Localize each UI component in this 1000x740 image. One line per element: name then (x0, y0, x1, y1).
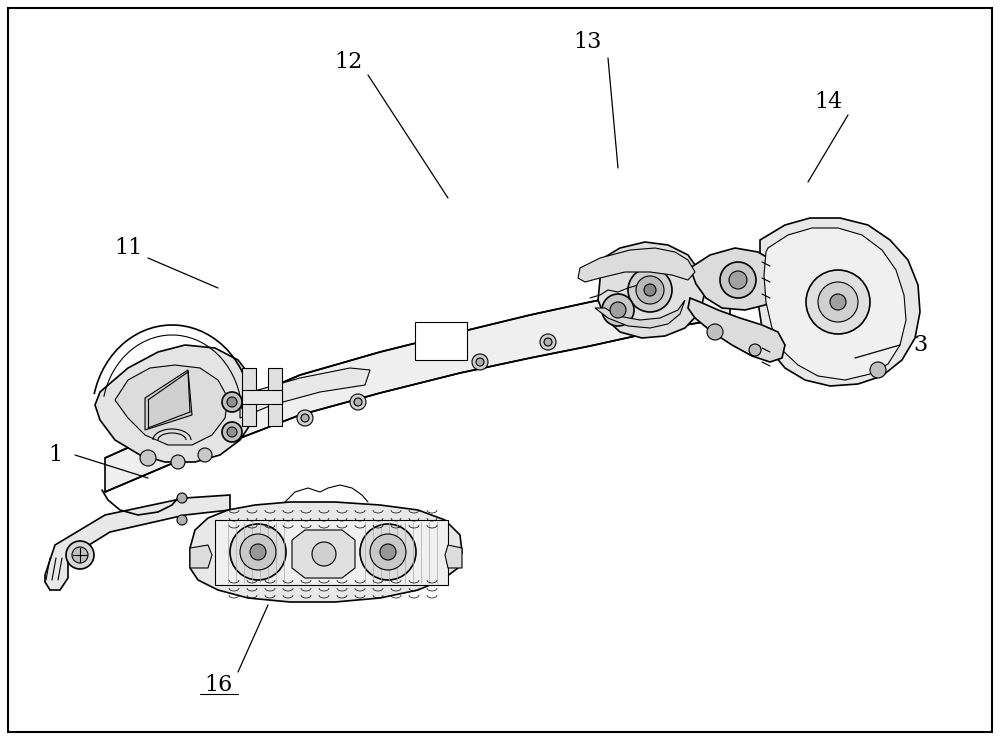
Polygon shape (45, 495, 230, 590)
Polygon shape (598, 242, 705, 338)
Polygon shape (95, 345, 255, 462)
Circle shape (360, 524, 416, 580)
Text: 12: 12 (334, 51, 362, 73)
Circle shape (171, 455, 185, 469)
Bar (415, 322, 467, 360)
Circle shape (297, 410, 313, 426)
Bar (242, 390, 282, 404)
Polygon shape (190, 502, 462, 602)
Circle shape (72, 547, 88, 563)
Circle shape (230, 524, 286, 580)
Circle shape (806, 270, 870, 334)
Circle shape (222, 392, 242, 412)
Polygon shape (595, 300, 685, 328)
Circle shape (177, 493, 187, 503)
Circle shape (250, 544, 266, 560)
Circle shape (749, 344, 761, 356)
Polygon shape (758, 218, 920, 386)
Polygon shape (578, 248, 695, 282)
Circle shape (729, 271, 747, 289)
Circle shape (312, 542, 336, 566)
Circle shape (380, 544, 396, 560)
Polygon shape (688, 298, 785, 362)
Circle shape (628, 268, 672, 312)
Text: 16: 16 (204, 674, 232, 696)
Circle shape (720, 262, 756, 298)
Circle shape (472, 354, 488, 370)
Polygon shape (215, 520, 448, 585)
Text: 14: 14 (814, 91, 842, 113)
Polygon shape (115, 365, 228, 445)
Polygon shape (764, 228, 906, 380)
Text: 1: 1 (48, 444, 62, 466)
Circle shape (540, 334, 556, 350)
Polygon shape (292, 530, 355, 578)
Polygon shape (145, 370, 192, 430)
Circle shape (818, 282, 858, 322)
Circle shape (636, 276, 664, 304)
Circle shape (198, 448, 212, 462)
Polygon shape (445, 545, 462, 568)
Circle shape (644, 284, 656, 296)
Circle shape (66, 541, 94, 569)
Circle shape (227, 427, 237, 437)
Text: 11: 11 (114, 237, 142, 259)
Bar (242, 368, 256, 426)
Polygon shape (690, 248, 782, 310)
Bar (268, 368, 282, 426)
Circle shape (870, 362, 886, 378)
Circle shape (222, 422, 242, 442)
Circle shape (544, 338, 552, 346)
Circle shape (240, 534, 276, 570)
Circle shape (370, 534, 406, 570)
Circle shape (610, 302, 626, 318)
Circle shape (227, 397, 237, 407)
Circle shape (602, 294, 634, 326)
Circle shape (830, 294, 846, 310)
Circle shape (350, 394, 366, 410)
Polygon shape (105, 278, 730, 492)
Text: 13: 13 (574, 31, 602, 53)
Circle shape (476, 358, 484, 366)
Circle shape (140, 450, 156, 466)
Polygon shape (190, 545, 212, 568)
Circle shape (177, 515, 187, 525)
Circle shape (354, 398, 362, 406)
Text: 3: 3 (913, 334, 927, 356)
Circle shape (707, 324, 723, 340)
Polygon shape (240, 368, 370, 418)
Circle shape (301, 414, 309, 422)
